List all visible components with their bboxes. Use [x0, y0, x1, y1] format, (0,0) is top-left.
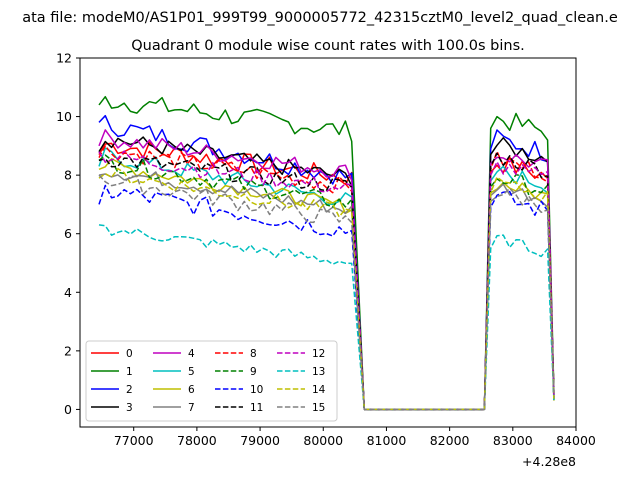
- x-tick-label: 83000: [493, 433, 533, 448]
- y-tick-label: 0: [64, 402, 72, 417]
- legend-label-10: 10: [250, 384, 263, 396]
- series-line-12: [98, 150, 555, 411]
- x-tick-label: 81000: [367, 433, 407, 448]
- y-tick-label: 8: [64, 168, 72, 183]
- legend-label-1: 1: [126, 366, 133, 378]
- legend-label-8: 8: [250, 348, 257, 360]
- legend-label-12: 12: [312, 348, 325, 360]
- legend-label-11: 11: [250, 402, 263, 414]
- legend-label-15: 15: [312, 402, 325, 414]
- legend-label-14: 14: [312, 384, 326, 396]
- x-axis: 77000 78000 79000 80000 81000 82000 83000 84000: [114, 427, 596, 448]
- y-tick-label: 10: [56, 109, 72, 124]
- x-tick-label: 80000: [303, 433, 343, 448]
- x-tick-label: 77000: [114, 433, 154, 448]
- x-axis-offset-label: +4.28e8: [522, 454, 576, 469]
- y-axis: 0 2 4 6 8 10 12: [56, 51, 80, 417]
- legend-label-4: 4: [188, 348, 195, 360]
- legend-label-2: 2: [126, 384, 133, 396]
- y-tick-label: 2: [64, 343, 72, 358]
- x-tick-label: 84000: [556, 433, 596, 448]
- x-tick-label: 82000: [430, 433, 470, 448]
- figure-suptitle: ata file: modeM0/AS1P01_999T99_900000577…: [22, 10, 618, 26]
- legend-label-9: 9: [250, 366, 257, 378]
- legend-label-0: 0: [126, 348, 133, 360]
- y-tick-label: 12: [56, 51, 72, 66]
- plot-frame: [79, 57, 577, 428]
- plot-area: [79, 57, 577, 428]
- chart-title: Quadrant 0 module wise count rates with …: [131, 38, 525, 54]
- legend-label-13: 13: [312, 366, 325, 378]
- legend-label-5: 5: [188, 366, 195, 378]
- x-tick-label: 79000: [240, 433, 280, 448]
- legend-label-3: 3: [126, 402, 133, 414]
- y-tick-label: 6: [64, 226, 72, 241]
- legend-label-6: 6: [188, 384, 195, 396]
- legend-box: [85, 340, 338, 422]
- series-line-14: [98, 167, 555, 411]
- y-tick-label: 4: [64, 285, 72, 300]
- legend-label-7: 7: [188, 402, 195, 414]
- x-tick-label: 78000: [177, 433, 217, 448]
